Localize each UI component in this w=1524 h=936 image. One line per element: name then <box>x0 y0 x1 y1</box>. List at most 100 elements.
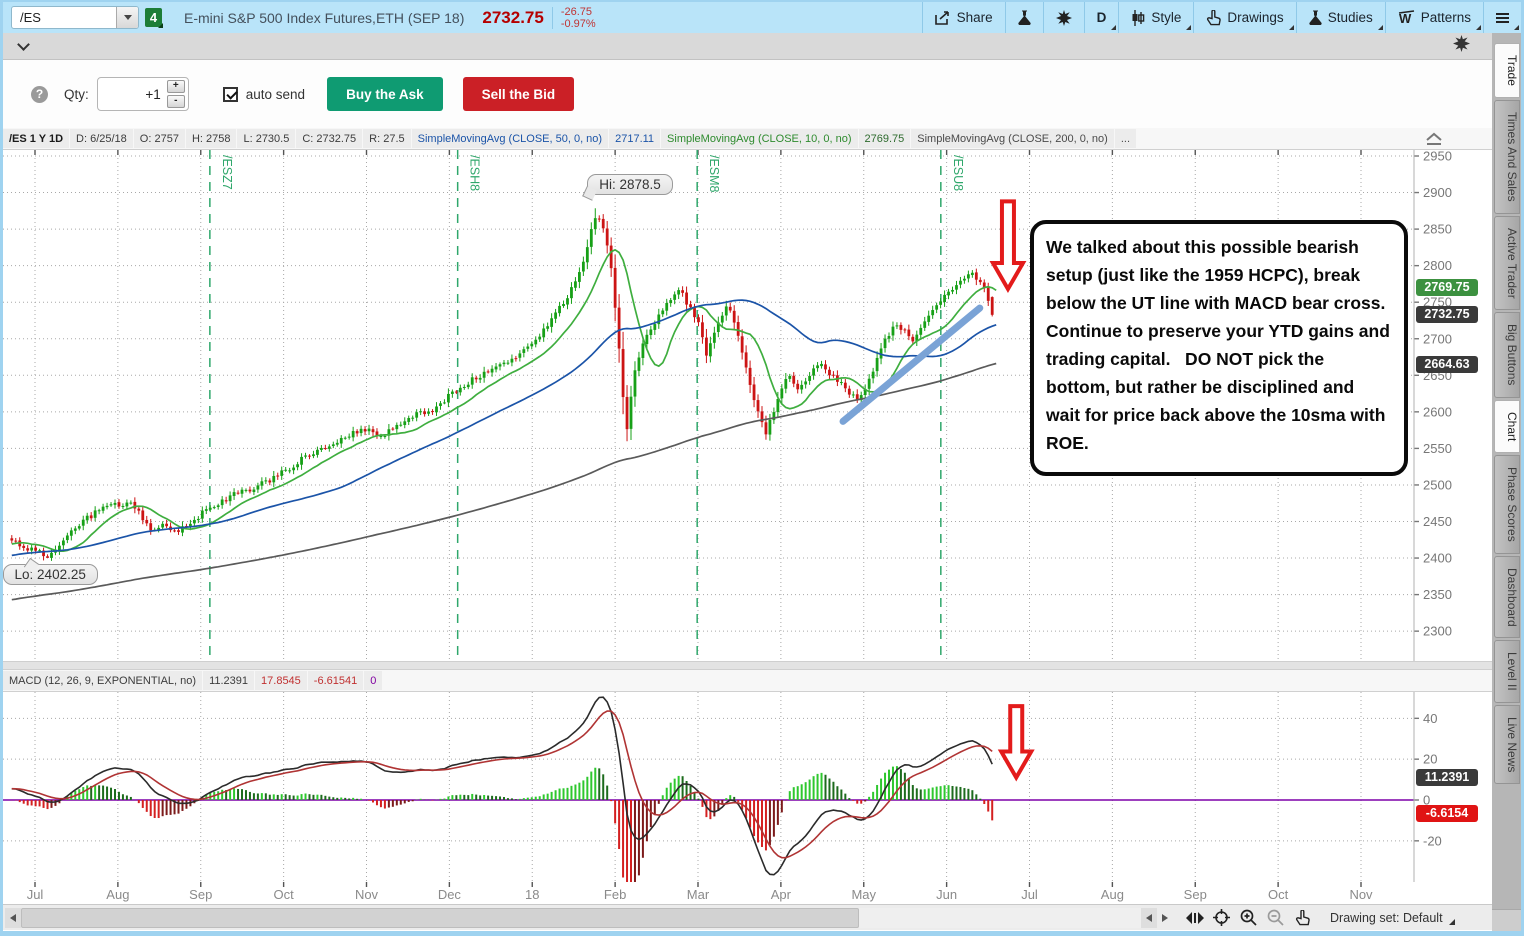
tab-level-ii[interactable]: Level II <box>1494 640 1520 704</box>
pan-mode-button[interactable] <box>1181 907 1208 929</box>
contract-expiry-label: /ESH8 <box>468 155 482 191</box>
timeframe-button[interactable]: D <box>1083 2 1119 33</box>
auto-send-checkbox[interactable] <box>222 86 238 102</box>
price-axis-label: 2500 <box>1423 477 1452 492</box>
annotation-note[interactable]: We talked about this possible bearish se… <box>1030 220 1408 476</box>
price-axis-label: 2850 <box>1423 222 1452 237</box>
ohlc-cell: 2769.75 <box>858 129 911 148</box>
chart-panel[interactable]: /ES 1 Y 1D D: 6/25/18 O: 2757 H: 2758 L: 273… <box>2 128 1492 904</box>
macd-chart[interactable]: 40 20 0 -20 <box>3 692 1492 882</box>
pan-icon <box>1185 911 1204 924</box>
down-arrow-drawing[interactable] <box>997 704 1035 782</box>
macd-header: MACD (12, 26, 9, EXPONENTIAL, no) 11.2391… <box>3 670 1492 692</box>
tab-trade[interactable]: Trade <box>1494 43 1520 98</box>
ohlc-cell: SimpleMovingAvg (CLOSE, 200, 0, no) <box>911 129 1114 148</box>
drawings-button[interactable]: Drawings <box>1193 2 1295 33</box>
tab-dashboard[interactable]: Dashboard <box>1494 555 1520 639</box>
axis-price-badge: 2664.63 <box>1416 356 1478 374</box>
chart-menu-button[interactable] <box>1483 2 1521 33</box>
dropdown-corner-icon <box>1377 25 1383 30</box>
symbol-dropdown-button[interactable] <box>116 7 138 28</box>
ohlc-cell: H: 2758 <box>185 129 237 148</box>
panel-splitter[interactable] <box>3 661 1492 670</box>
qty-increment-button[interactable]: + <box>166 80 185 93</box>
patterns-button[interactable]: W Patterns <box>1384 2 1483 33</box>
share-icon <box>934 10 949 25</box>
qty-decrement-button[interactable]: - <box>166 95 185 108</box>
price-axis-label: 2700 <box>1423 331 1452 346</box>
tab-times-and-sales[interactable]: Times And Sales <box>1494 99 1520 214</box>
svg-text:W: W <box>1399 11 1412 25</box>
price-axis-label: 2450 <box>1423 514 1452 529</box>
ohlc-cell: C: 2732.75 <box>296 129 363 148</box>
collapse-chevron-icon[interactable] <box>17 37 30 51</box>
zoom-in-button[interactable] <box>1235 907 1262 929</box>
tab-big-buttons[interactable]: Big Buttons <box>1494 312 1520 398</box>
down-arrow-drawing[interactable] <box>989 199 1027 294</box>
macd-cell: 17.8545 <box>255 671 307 690</box>
high-price-callout: Hi: 2878.5 <box>587 174 673 196</box>
divider <box>551 6 553 29</box>
zoom-out-button[interactable] <box>1262 907 1289 929</box>
price-axis-label: 2800 <box>1423 258 1452 273</box>
axis-price-badge: -6.6154 <box>1416 805 1478 822</box>
ohlc-cell: /ES 1 Y 1D <box>3 129 70 148</box>
settings-button[interactable] <box>1042 2 1084 33</box>
macd-axis-label: 0 <box>1423 793 1430 808</box>
macd-histogram <box>10 766 994 882</box>
candles-layer <box>10 208 994 561</box>
order-entry-bar: ? Qty: +1 + - auto send Buy the Ask Sell… <box>3 60 1492 128</box>
price-axis-label: 2900 <box>1423 185 1452 200</box>
ohlc-cell: ... <box>1114 129 1136 148</box>
help-icon[interactable]: ? <box>31 85 48 103</box>
price-axis-label: 2300 <box>1423 624 1452 639</box>
dropdown-corner-icon <box>1476 25 1481 30</box>
uptrend-trendline[interactable] <box>839 304 984 425</box>
sell-bid-button[interactable]: Sell the Bid <box>462 77 575 111</box>
studies-button[interactable]: Studies <box>1295 2 1385 33</box>
scroll-left-button[interactable] <box>5 907 21 928</box>
crosshair-button[interactable] <box>1208 907 1235 929</box>
style-button[interactable]: Style <box>1118 2 1193 33</box>
tab-active-trader[interactable]: Active Trader <box>1494 215 1520 311</box>
top-toolbar: /ES 4 E-mini S&P 500 Index Futures,ETH (… <box>3 2 1521 33</box>
price-axis-label: 2750 <box>1423 295 1452 310</box>
tab-chart[interactable]: Chart <box>1494 399 1520 453</box>
link-group-badge[interactable]: 4 <box>145 8 163 28</box>
symbol-input[interactable]: /ES <box>11 6 139 29</box>
ohlc-cell: L: 2730.5 <box>237 129 296 148</box>
gear-icon <box>1453 35 1470 52</box>
buy-ask-button[interactable]: Buy the Ask <box>327 77 443 111</box>
tab-live-news[interactable]: Live News <box>1494 705 1520 785</box>
candles-icon <box>1132 9 1145 26</box>
time-axis-label: Mar <box>687 887 710 902</box>
scroll-left-step-button[interactable] <box>1141 907 1157 928</box>
quantity-stepper[interactable]: +1 + - <box>96 77 189 111</box>
macd-axis-label: 20 <box>1423 752 1437 767</box>
onDemand-button[interactable] <box>1004 2 1043 33</box>
sma-200-line <box>11 362 997 601</box>
time-axis-label: Jun <box>936 887 957 902</box>
chart-ohlc-header: /ES 1 Y 1D D: 6/25/18 O: 2757 H: 2758 L: 273… <box>3 128 1492 150</box>
drawing-set-selector[interactable]: Drawing set: Default <box>1330 911 1455 925</box>
panel-settings-button[interactable] <box>1453 35 1470 57</box>
time-axis-label: Aug <box>1101 887 1124 902</box>
hand-tool-button[interactable] <box>1289 907 1316 929</box>
last-price: 2732.75 <box>482 7 544 27</box>
axis-price-badge: 11.2391 <box>1416 768 1478 786</box>
macd-cell: 11.2391 <box>203 671 255 690</box>
tab-phase-scores[interactable]: Phase Scores <box>1494 454 1520 554</box>
price-axis-label: 2400 <box>1423 551 1452 566</box>
time-axis-label: Sep <box>1184 887 1207 902</box>
collapse-panel-icon[interactable] <box>1423 131 1445 147</box>
time-axis-label: Oct <box>274 887 295 902</box>
scroll-right-step-button[interactable] <box>1157 907 1173 928</box>
contract-expiry-label: /ESU8 <box>951 155 965 191</box>
scrollbar-track[interactable] <box>859 907 1141 928</box>
price-change-block: -26.75 -0.97% <box>561 6 596 30</box>
gadget-strip <box>3 33 1492 60</box>
scrollbar-thumb[interactable] <box>21 907 859 928</box>
share-button[interactable]: Share <box>921 2 1005 33</box>
toolbar-buttons: Share D Style Drawings Studies <box>921 2 1521 33</box>
